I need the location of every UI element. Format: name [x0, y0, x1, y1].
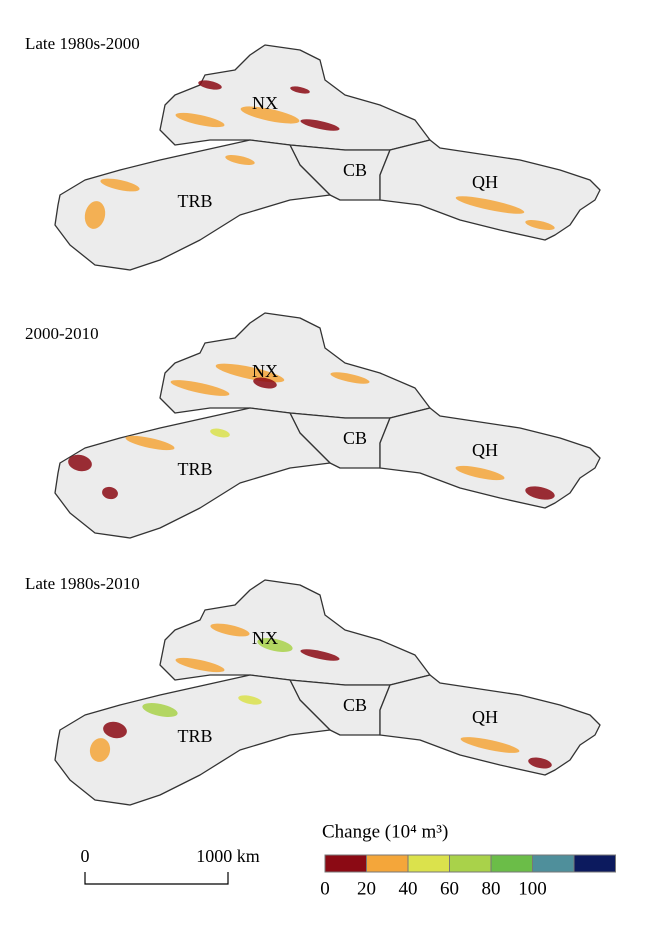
region-outline	[159, 312, 431, 419]
change-patch	[125, 435, 175, 451]
change-patch	[225, 154, 255, 166]
region-label: QH	[472, 707, 498, 727]
region-outline	[54, 407, 331, 539]
region-label: QH	[472, 440, 498, 460]
panel-title: 2000-2010	[25, 324, 99, 343]
legend-swatch	[449, 854, 492, 873]
change-patch	[300, 649, 340, 661]
change-patch	[89, 738, 111, 762]
legend-tick-label: 20	[357, 878, 376, 899]
region-outline	[159, 579, 431, 686]
scale-start: 0	[81, 846, 90, 866]
region-label: TRB	[177, 191, 212, 211]
panel-map: NX CB TRB QH	[54, 312, 601, 539]
change-patch	[103, 721, 127, 739]
change-patch	[455, 196, 525, 214]
change-patch	[528, 757, 552, 769]
scale-end: 1000 km	[196, 846, 260, 866]
legend-tick-label: 0	[320, 878, 330, 899]
change-patch	[300, 119, 340, 131]
change-patch	[142, 703, 178, 717]
change-patch	[170, 380, 230, 396]
change-patch	[460, 737, 520, 753]
legend-tick-label: 100	[518, 878, 547, 899]
region-label: TRB	[177, 459, 212, 479]
change-patch	[525, 486, 555, 500]
region-label: QH	[472, 172, 498, 192]
change-patch	[198, 80, 222, 90]
region-outline	[54, 139, 331, 271]
change-patch	[84, 201, 106, 229]
region-label: TRB	[177, 726, 212, 746]
region-outline	[379, 407, 601, 509]
panels: Late 1980s-2000 NX CB TRB QH 2000-2010 NX CB TRB…	[25, 34, 601, 806]
legend-title: Change (10⁴ m³)	[322, 821, 448, 842]
region-outline	[159, 44, 431, 151]
change-patch	[215, 363, 285, 383]
region-label: CB	[343, 695, 367, 715]
region-outline	[379, 674, 601, 776]
change-patch	[253, 377, 277, 389]
change-patch	[330, 372, 370, 384]
region-outline	[54, 674, 331, 806]
panel-map: NX CB TRB QH	[54, 579, 601, 806]
change-patch	[210, 428, 230, 438]
panel-title: Late 1980s-2010	[25, 574, 140, 593]
change-patch	[175, 112, 225, 128]
change-patch	[257, 638, 293, 652]
legend-swatch	[324, 854, 367, 873]
legend: Change (10⁴ m³) 0 20 40 60 80 100	[320, 821, 616, 899]
change-patch	[175, 657, 225, 673]
change-patch	[68, 454, 92, 472]
region-label: NX	[252, 361, 278, 381]
scale-line	[84, 872, 229, 885]
panel-map: NX CB TRB QH	[54, 44, 601, 271]
change-patch	[100, 178, 140, 192]
change-patch	[455, 465, 505, 481]
legend-tick-label: 60	[440, 878, 459, 899]
legend-tick-label: 80	[482, 878, 501, 899]
legend-swatch	[407, 854, 450, 873]
legend-swatch	[573, 854, 616, 873]
change-patch	[102, 486, 118, 500]
change-patch	[290, 86, 310, 94]
region-label: NX	[252, 93, 278, 113]
region-outline	[379, 139, 601, 241]
region-label: CB	[343, 428, 367, 448]
change-patch	[210, 623, 250, 637]
region-label: NX	[252, 628, 278, 648]
change-patch	[525, 219, 555, 231]
legend-swatch	[490, 854, 533, 873]
scale-bar: 0 1000 km	[81, 846, 260, 885]
region-label: CB	[343, 160, 367, 180]
change-patch	[240, 106, 300, 124]
panel-title: Late 1980s-2000	[25, 34, 140, 53]
change-patch	[238, 695, 262, 705]
legend-swatch	[366, 854, 409, 873]
legend-swatch	[532, 854, 575, 873]
legend-tick-label: 40	[399, 878, 418, 899]
